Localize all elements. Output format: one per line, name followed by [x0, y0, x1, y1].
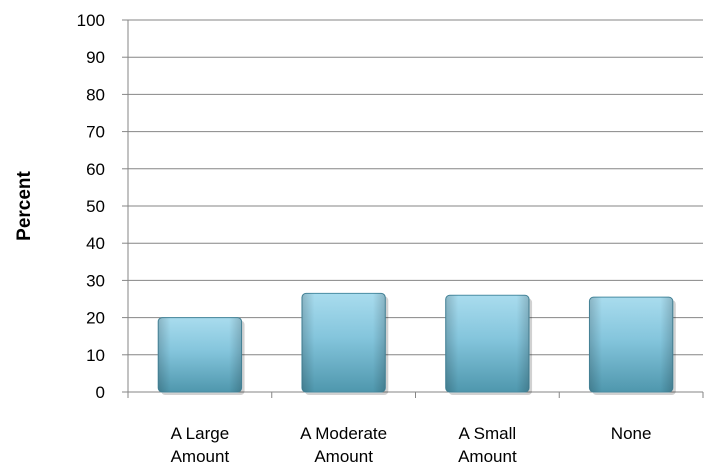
bar-shade: [445, 295, 530, 392]
x-category-label: A Large Amount: [171, 424, 230, 466]
x-category-label: A Small Amount: [458, 424, 517, 466]
y-tick-labels: 0 10 20 30 40 50 60 70 80 90 100: [77, 11, 105, 402]
y-tick-label: 20: [86, 309, 105, 328]
y-tick-label: 70: [86, 123, 105, 142]
y-tick-label: 50: [86, 197, 105, 216]
bar: [588, 296, 676, 395]
y-tick-label: 10: [86, 346, 105, 365]
y-axis-title: Percent: [14, 170, 35, 240]
bar-shade: [301, 293, 386, 392]
bar-shade: [589, 297, 673, 392]
bar: [445, 294, 533, 395]
y-tick-label: 0: [96, 383, 105, 402]
bar: [301, 292, 389, 395]
y-tick-label: 100: [77, 11, 105, 30]
x-category-label: A Moderate Amount: [300, 424, 387, 466]
x-category-labels: A Large Amount A Moderate Amount A Small Amou…: [171, 424, 652, 466]
x-category-label: None: [611, 424, 652, 443]
bars: [157, 292, 676, 395]
bar: [157, 317, 245, 395]
y-tick-label: 80: [86, 85, 105, 104]
y-tick-label: 30: [86, 271, 105, 290]
y-tick-label: 40: [86, 234, 105, 253]
bar-shade: [158, 317, 242, 392]
y-tick-label: 60: [86, 160, 105, 179]
y-tick-label: 90: [86, 48, 105, 67]
